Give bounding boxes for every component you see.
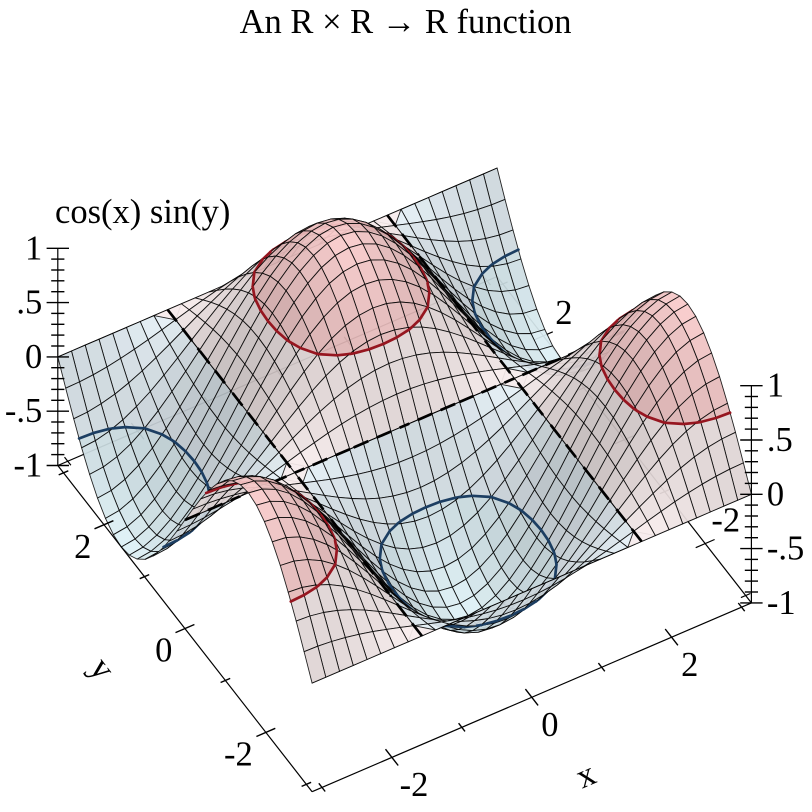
svg-text:.5: .5 bbox=[16, 284, 42, 322]
svg-text:-.5: -.5 bbox=[767, 530, 804, 568]
svg-text:-1: -1 bbox=[767, 584, 796, 622]
svg-text:.5: .5 bbox=[767, 421, 793, 459]
svg-text:-.5: -.5 bbox=[5, 392, 42, 430]
svg-text:1: 1 bbox=[25, 229, 42, 267]
svg-text:1: 1 bbox=[767, 367, 784, 405]
svg-text:2: 2 bbox=[681, 646, 698, 684]
svg-text:2: 2 bbox=[555, 294, 572, 332]
svg-text:-1: -1 bbox=[14, 447, 43, 485]
svg-text:-2: -2 bbox=[400, 766, 429, 804]
svg-text:cos(x) sin(y): cos(x) sin(y) bbox=[55, 193, 230, 231]
svg-text:An R × R → R function: An R × R → R function bbox=[240, 3, 572, 41]
svg-text:0: 0 bbox=[767, 475, 784, 513]
svg-text:2: 2 bbox=[74, 528, 91, 566]
svg-text:0: 0 bbox=[155, 632, 172, 670]
svg-text:0: 0 bbox=[541, 706, 558, 744]
svg-text:-2: -2 bbox=[224, 736, 253, 774]
svg-text:0: 0 bbox=[25, 338, 42, 376]
